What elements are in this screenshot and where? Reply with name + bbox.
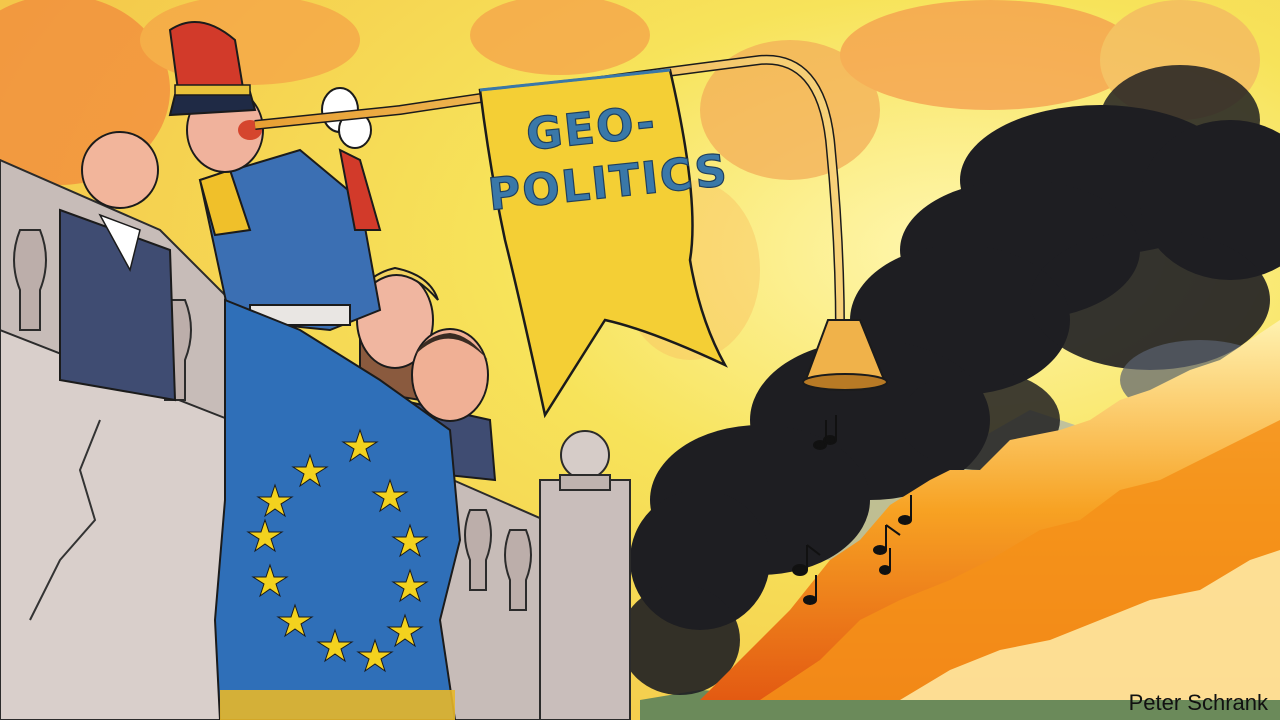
music-note-icon — [823, 415, 837, 445]
figure-man-left — [59, 131, 177, 402]
music-note-icon — [792, 544, 821, 576]
eu-flag-icon — [213, 298, 462, 720]
music-note-icon — [873, 524, 901, 555]
artist-credit: Peter Schrank — [1128, 690, 1268, 715]
music-note-icon — [803, 575, 817, 605]
music-note-icon — [898, 495, 912, 525]
banner-line-1: GEO- — [524, 97, 659, 161]
music-note-icon — [879, 548, 891, 575]
geopolitics-banner: GEO- POLITICS — [478, 68, 732, 419]
music-notes — [792, 415, 912, 605]
fire — [700, 320, 1280, 700]
